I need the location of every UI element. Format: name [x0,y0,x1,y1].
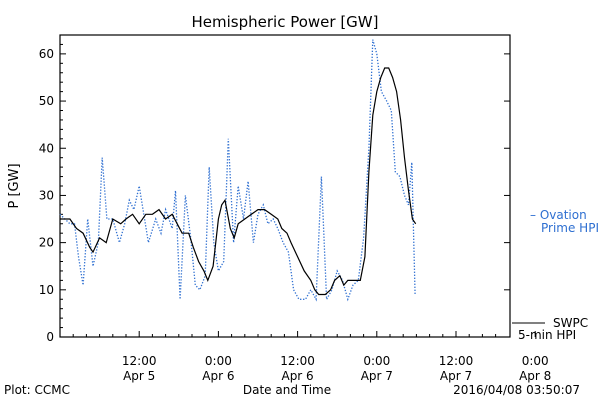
x-tick-label-time: 12:00 [280,354,315,368]
y-axis-label: P [GW] [7,163,22,208]
x-tick-label-time: 12:00 [439,354,474,368]
chart-title: Hemispheric Power [GW] [192,13,379,31]
y-tick-label: 30 [39,188,54,202]
footer-plot-credit: Plot: CCMC [4,383,70,397]
y-tick-label: 40 [39,141,54,155]
series-line-swpc [60,67,417,296]
y-tick-label: 10 [39,283,54,297]
x-tick-label-date: Apr 6 [202,369,234,383]
plot-frame [59,34,511,338]
x-tick-label-date: Apr 5 [123,369,155,383]
y-tick-label: 0 [46,330,54,344]
series-line-ovation-prime [59,39,416,302]
series-group [59,39,417,302]
footer-timestamp: 2016/04/08 03:50:07 [453,383,580,397]
x-axis-label: Date and Time [243,383,331,397]
legend-swpc-line2: 5-min HPI [518,328,576,342]
x-tick-label-time: 0:00 [522,354,549,368]
x-tick-label-time: 0:00 [363,354,390,368]
y-tick-label: 60 [39,47,54,61]
y-axis: 0 10 20 30 40 50 60 [39,34,510,344]
y-tick-label: 20 [39,236,54,250]
x-tick-label-time: 0:00 [205,354,232,368]
x-tick-label-date: Apr 7 [361,369,393,383]
x-tick-label-date: Apr 6 [281,369,313,383]
y-tick-label: 50 [39,94,54,108]
legend-ovation-line1: – Ovation [530,208,587,222]
legend: – Ovation Prime HPI SWPC 5-min HPI [512,208,599,342]
x-tick-label-date: Apr 8 [519,369,551,383]
legend-swpc-line1: SWPC [553,316,588,330]
legend-ovation-line2: Prime HPI [541,221,599,235]
x-tick-label-time: 12:00 [122,354,157,368]
x-tick-label-date: Apr 7 [440,369,472,383]
